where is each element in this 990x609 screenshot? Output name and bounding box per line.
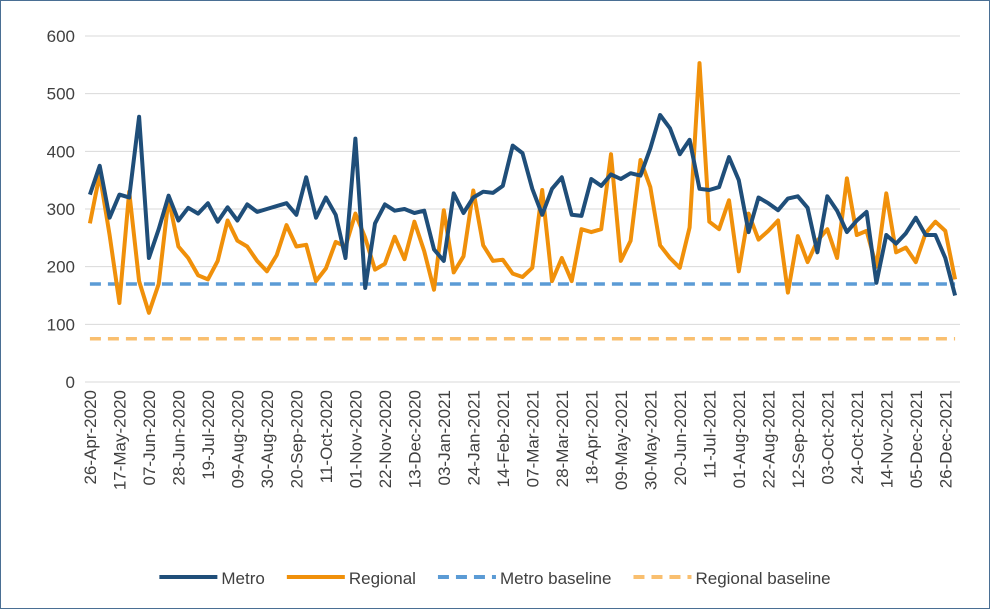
- x-tick-label: 11-Oct-2020: [317, 390, 336, 483]
- y-tick-label: 400: [47, 142, 75, 161]
- x-tick-label: 20-Sep-2020: [287, 390, 306, 488]
- legend-label: Metro baseline: [500, 569, 612, 588]
- x-tick-label: 28-Mar-2021: [553, 390, 572, 487]
- x-tick-label: 22-Aug-2021: [759, 390, 778, 488]
- x-tick-label: 18-Apr-2021: [582, 390, 601, 485]
- x-tick-label: 03-Oct-2021: [818, 390, 837, 485]
- x-tick-label: 05-Dec-2021: [907, 390, 926, 488]
- x-tick-label: 14-Nov-2021: [877, 390, 896, 488]
- y-tick-label: 0: [66, 373, 75, 392]
- x-tick-label: 03-Jan-2021: [435, 390, 454, 485]
- x-tick-label: 07-Jun-2020: [140, 390, 159, 485]
- x-tick-label: 30-Aug-2020: [258, 390, 277, 488]
- y-tick-label: 200: [47, 258, 75, 277]
- x-tick-label: 07-Mar-2021: [523, 390, 542, 487]
- legend-label: Regional: [349, 569, 416, 588]
- x-tick-label: 28-Jun-2020: [169, 390, 188, 485]
- x-tick-label: 14-Feb-2021: [494, 390, 513, 487]
- y-tick-label: 100: [47, 315, 75, 334]
- data-line: [88, 113, 958, 297]
- legend-label: Metro: [221, 569, 264, 588]
- x-tick-label: 11-Jul-2021: [700, 390, 719, 479]
- x-tick-label: 09-Aug-2020: [228, 390, 247, 488]
- legend-label: Regional baseline: [695, 569, 830, 588]
- x-tick-label: 13-Dec-2020: [405, 390, 424, 488]
- x-tick-label: 22-Nov-2020: [376, 390, 395, 488]
- x-tick-label: 01-Nov-2020: [346, 390, 365, 488]
- data-line: [87, 61, 958, 315]
- x-tick-label: 26-Dec-2021: [936, 390, 955, 488]
- x-tick-label: 12-Sep-2021: [789, 390, 808, 488]
- x-tick-label: 30-May-2021: [641, 390, 660, 490]
- x-tick-label: 24-Jan-2021: [464, 390, 483, 485]
- x-tick-label: 26-Apr-2020: [81, 390, 100, 485]
- y-tick-label: 600: [47, 27, 75, 46]
- x-tick-label: 09-May-2021: [612, 390, 631, 490]
- x-tick-label: 19-Jul-2020: [199, 390, 218, 480]
- y-tick-label: 500: [47, 85, 75, 104]
- x-tick-label: 24-Oct-2021: [848, 390, 867, 485]
- y-tick-label: 300: [47, 200, 75, 219]
- x-tick-label: 17-May-2020: [110, 390, 129, 490]
- x-tick-label: 20-Jun-2021: [671, 390, 690, 485]
- x-tick-label: 01-Aug-2021: [730, 390, 749, 488]
